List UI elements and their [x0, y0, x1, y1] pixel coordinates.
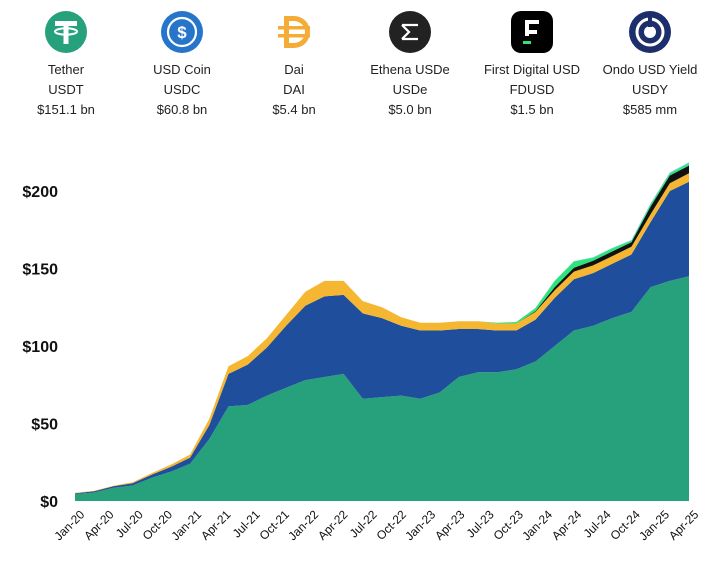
coin-supply: $5.0 bn [388, 102, 432, 117]
x-tick-label: Apr-22 [315, 507, 351, 543]
x-tick-label: Jan-24 [519, 507, 555, 543]
x-tick-label: Oct-22 [374, 507, 410, 543]
coin-name: First Digital USD [483, 62, 581, 77]
coin-ticker: USDe [392, 82, 428, 97]
y-tick-label: $150 [22, 262, 58, 279]
x-tick-label: Apr-24 [549, 507, 585, 543]
coin-supply: $60.8 bn [156, 102, 208, 117]
y-tick-label: $50 [31, 417, 58, 434]
x-tick-label: Apr-21 [198, 507, 234, 543]
x-tick-label: Jan-23 [402, 507, 438, 543]
x-tick-label: Jan-20 [51, 507, 87, 543]
y-tick-label: $100 [22, 339, 58, 356]
coin-ticker: USDT [48, 82, 84, 97]
x-tick-label: Apr-20 [81, 507, 117, 543]
coin-ethena: Ethena USDe USDe $5.0 bn [350, 10, 470, 120]
coin-ondo: Ondo USD Yield USDY $585 mm [590, 10, 710, 120]
coin-supply: $1.5 bn [510, 102, 554, 117]
coin-name: Ondo USD Yield [602, 62, 698, 77]
x-tick-label: Jan-21 [168, 507, 204, 543]
tether-icon [45, 11, 87, 53]
coin-name: Dai [284, 62, 304, 77]
svg-text:$: $ [177, 23, 187, 42]
coin-name: Tether [47, 62, 85, 77]
coin-ticker: DAI [283, 82, 305, 97]
x-tick-label: Oct-23 [491, 507, 527, 543]
usdc-icon: $ [161, 11, 203, 53]
dai-icon [278, 16, 310, 48]
x-tick-label: Apr-25 [666, 507, 702, 543]
coin-ticker: USDY [631, 82, 669, 97]
coin-usdc: $ USD Coin USDC $60.8 bn [122, 10, 242, 120]
x-tick-label: Oct-20 [140, 507, 176, 543]
area-usdc [75, 181, 689, 494]
x-tick-label: Oct-21 [257, 507, 293, 543]
coin-ticker: FDUSD [509, 82, 555, 97]
coin-ticker: USDC [163, 82, 201, 97]
x-tick-label: Apr-23 [432, 507, 468, 543]
x-tick-label: Jan-25 [636, 507, 672, 543]
coin-fdusd: First Digital USD FDUSD $1.5 bn [472, 10, 592, 120]
y-tick-label: $0 [40, 494, 58, 511]
stablecoin-legend: Tether USDT $151.1 bn $ USD Coin USDC $6… [0, 0, 720, 130]
coin-supply: $5.4 bn [272, 102, 316, 117]
x-tick-label: Oct-24 [607, 507, 643, 543]
area-usdt [75, 276, 689, 501]
x-tick-label: Jan-22 [285, 507, 321, 543]
stablecoin-supply-chart: $0$50$100$150$200 Jan-20Apr-20Jul-20Oct-… [22, 162, 702, 543]
coin-name: USD Coin [153, 62, 211, 77]
coin-name: Ethena USDe [370, 62, 450, 77]
ethena-icon [389, 11, 431, 53]
coin-tether: Tether USDT $151.1 bn [6, 10, 126, 120]
ondo-icon [629, 11, 671, 53]
coin-dai: Dai DAI $5.4 bn [234, 10, 354, 120]
coin-supply: $151.1 bn [37, 102, 95, 117]
fdusd-icon [511, 11, 553, 53]
coin-supply: $585 mm [622, 102, 678, 117]
y-tick-label: $200 [22, 184, 58, 201]
